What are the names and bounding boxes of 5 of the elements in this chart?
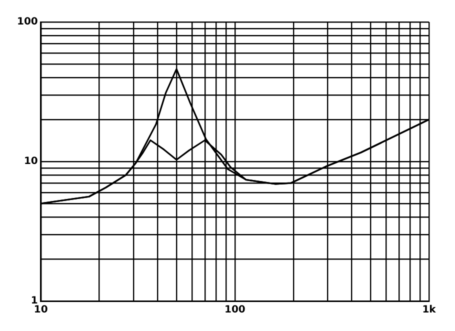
x-tick-label: 100	[224, 304, 246, 316]
y-tick-label: 100	[17, 16, 38, 28]
x-tick-label: 1k	[422, 304, 436, 316]
y-tick-label: 10	[24, 156, 38, 168]
x-tick-label: 10	[34, 304, 48, 316]
